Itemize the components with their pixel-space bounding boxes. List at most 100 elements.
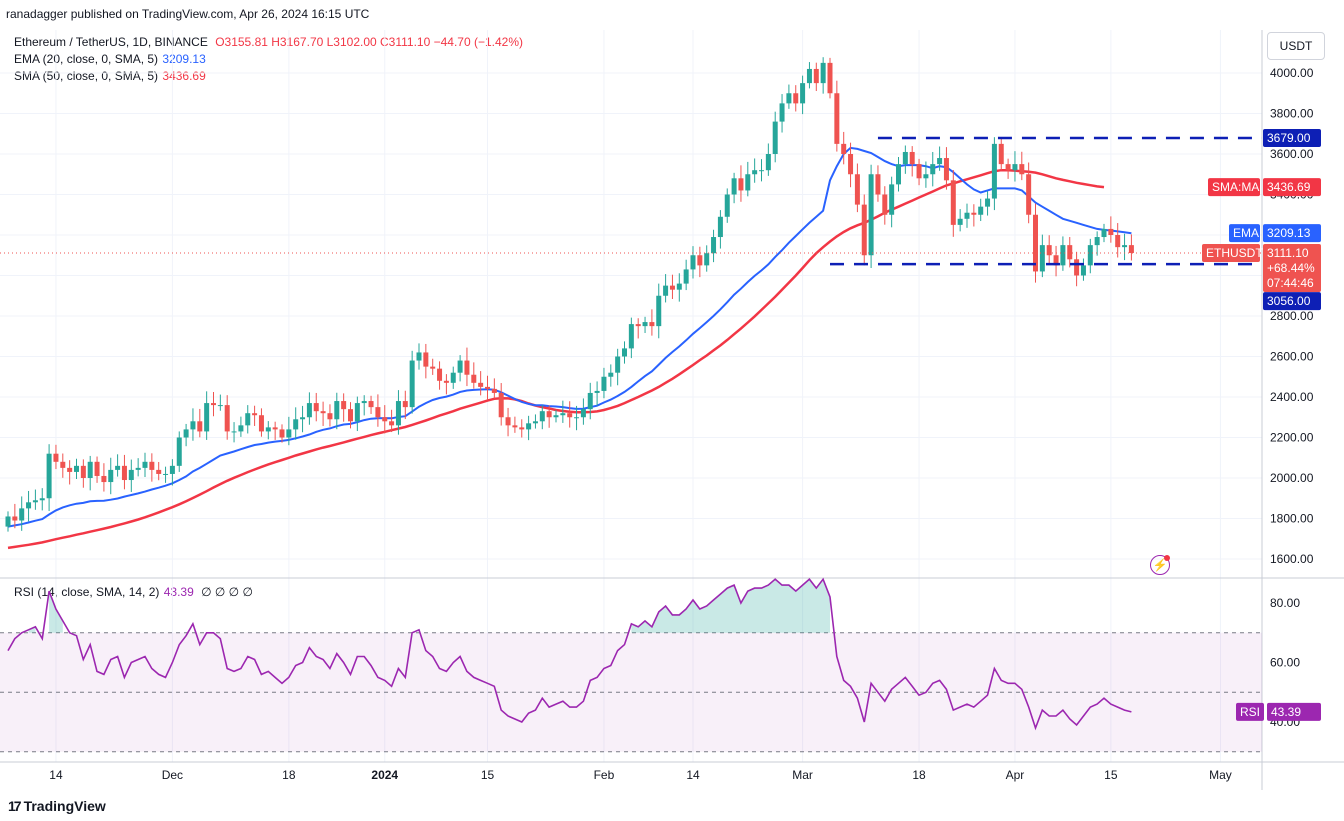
ema-tag-bg: [1229, 224, 1260, 243]
candle-body: [1046, 245, 1052, 256]
sma-line: [7, 168, 1105, 550]
candle-body: [889, 184, 895, 215]
candle-body: [711, 237, 717, 254]
candle-body: [669, 285, 675, 290]
candle-body: [443, 380, 449, 383]
legend-symbol[interactable]: Ethereum / TetherUS, 1D, BINANCE: [14, 35, 208, 49]
candle-body: [532, 421, 538, 424]
candle-body: [1108, 228, 1114, 235]
candle-body: [580, 409, 586, 418]
candle-body: [539, 411, 545, 422]
time-tick-label: 15: [481, 768, 495, 782]
ema-price-badge-bg: [1263, 224, 1321, 243]
candle-body: [512, 425, 518, 428]
candle-body: [519, 427, 525, 430]
time-tick-label: 14: [686, 768, 700, 782]
candle-body: [1080, 265, 1086, 276]
legend-ohlc: O3155.81 H3167.70 L3102.00 C3111.10 −44.…: [215, 35, 524, 49]
candle-body: [245, 413, 251, 426]
resistance-badge-bg: [1263, 129, 1321, 148]
candle-body: [752, 170, 758, 175]
time-tick-label: Mar: [792, 768, 813, 782]
time-tick-label: 15: [1104, 768, 1118, 782]
candle-body: [5, 516, 11, 527]
candle-body: [909, 151, 915, 165]
candle-body: [724, 194, 730, 217]
candle-body: [1039, 245, 1045, 272]
candle-body: [683, 269, 689, 284]
candle-body: [313, 403, 319, 412]
candle-body: [382, 417, 388, 422]
candle-body: [841, 143, 847, 154]
sma-price-badge: 3436.69: [1267, 180, 1311, 194]
sma-price-badge-bg: [1263, 178, 1321, 197]
candle-body: [971, 212, 977, 215]
price-tick-label: 2000.00: [1270, 471, 1314, 485]
candle-body: [834, 93, 840, 144]
lightning-icon[interactable]: ⚡: [1150, 555, 1170, 575]
candle-body: [306, 403, 312, 418]
footer-brand[interactable]: 17 TradingView: [8, 798, 106, 814]
candle-body: [135, 467, 141, 470]
candle-body: [498, 392, 504, 418]
last-symbol-tag: ETHUSDT: [1206, 246, 1263, 260]
candle-body: [375, 407, 381, 418]
candle-body: [1012, 164, 1018, 171]
candle-body: [615, 356, 621, 373]
price-tick-label: 1800.00: [1270, 512, 1314, 526]
support-badge-bg: [1263, 292, 1321, 311]
candle-body: [46, 453, 52, 499]
candle-body: [450, 372, 456, 383]
time-tick-label: 14: [49, 768, 63, 782]
candle-body: [320, 411, 326, 414]
candle-body: [87, 461, 93, 478]
sma-tag-bg: [1208, 178, 1260, 197]
candle-body: [985, 198, 991, 207]
candle-body: [361, 401, 367, 404]
candle-body: [765, 154, 771, 171]
rsi-tick-label: 80.00: [1270, 596, 1300, 610]
candle-body: [916, 164, 922, 179]
legend-symbol-row: Ethereum / TetherUS, 1D, BINANCE O3155.8…: [14, 35, 523, 49]
price-tick-label: 3600.00: [1270, 147, 1314, 161]
candle-body: [896, 164, 901, 185]
rsi-value-badge: 43.39: [1271, 705, 1301, 719]
candle-body: [258, 415, 264, 432]
time-tick-label: Apr: [1006, 768, 1025, 782]
candle-body: [786, 93, 792, 104]
price-tick-label: 2600.00: [1270, 350, 1314, 364]
tradingview-logo-icon: 17: [8, 798, 22, 814]
notification-dot-icon: [1164, 555, 1170, 561]
time-tick-label: May: [1209, 768, 1232, 782]
candle-body: [121, 465, 127, 481]
candle-body: [1026, 174, 1032, 215]
candle-body: [402, 401, 408, 408]
candle-body: [882, 194, 888, 215]
candle-body: [1033, 214, 1038, 272]
candle-body: [491, 388, 497, 393]
candle-body: [389, 421, 395, 426]
candle-body: [1128, 245, 1134, 254]
candle-body: [690, 255, 696, 270]
candle-body: [279, 429, 285, 438]
currency-button[interactable]: USDT: [1267, 32, 1325, 60]
candle-body: [149, 461, 155, 470]
candle-body: [1067, 245, 1073, 260]
chart-canvas[interactable]: 4000.003800.003600.003400.003200.003000.…: [0, 0, 1344, 795]
last-price-badge-bg: [1263, 244, 1321, 293]
candle-body: [485, 386, 490, 389]
publisher-line: ranadagger published on TradingView.com,…: [6, 7, 370, 21]
candle-body: [464, 360, 470, 375]
rsi-tag: RSI: [1240, 705, 1260, 719]
candle-body: [813, 68, 819, 84]
rsi-value-badge-bg: [1267, 702, 1321, 721]
legend-rsi-value: 43.39: [163, 585, 194, 599]
candle-body: [60, 461, 66, 468]
candle-body: [827, 62, 833, 94]
candle-body: [656, 295, 662, 327]
candle-body: [169, 465, 175, 474]
candle-body: [217, 405, 223, 407]
candle-body: [526, 423, 532, 430]
time-tick-label: Dec: [162, 768, 183, 782]
legend-ema-label[interactable]: EMA (20, close, 0, SMA, 5): [14, 52, 159, 66]
